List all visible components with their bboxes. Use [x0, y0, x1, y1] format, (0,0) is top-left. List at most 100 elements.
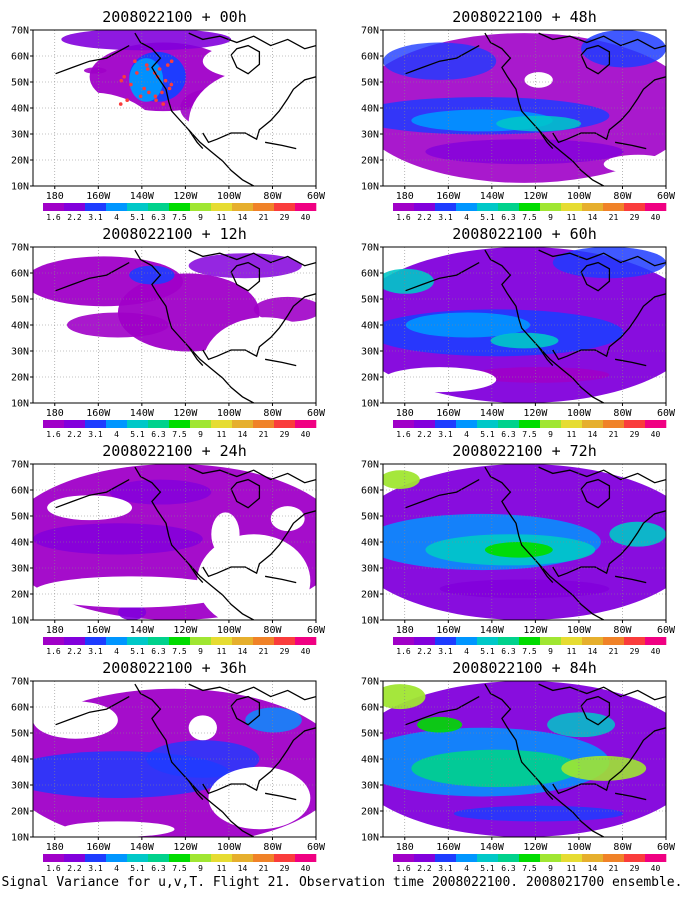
lat-tick-label: 60N	[11, 486, 29, 497]
coastline	[55, 45, 130, 75]
variance-contour	[411, 749, 582, 788]
lon-tick-label: 180	[46, 842, 64, 853]
variance-contour	[425, 139, 624, 165]
lat-tick-label: 60N	[361, 52, 379, 63]
colorbar-swatch	[498, 854, 520, 862]
colorbar-swatch	[456, 420, 478, 428]
lat-tick-label: 40N	[11, 538, 29, 549]
colorbar-label: 4	[464, 647, 469, 656]
observation-point	[135, 71, 139, 75]
colorbar-swatch	[274, 854, 296, 862]
coastline	[188, 129, 204, 150]
lon-tick-label: 140W	[480, 408, 505, 419]
colorbar-label: 11	[217, 647, 227, 656]
lon-tick-label: 160W	[436, 191, 461, 202]
colorbar-swatch	[85, 854, 107, 862]
variance-contour	[129, 58, 164, 102]
colorbar-label: 5.1	[130, 864, 145, 873]
colorbar-swatch	[624, 637, 646, 645]
coastline	[134, 466, 255, 620]
colorbar-swatch	[477, 854, 499, 862]
lon-tick-label: 180	[396, 842, 414, 853]
panel-title: 2008022100 + 72h	[452, 442, 597, 460]
lon-tick-label: 160W	[436, 625, 461, 636]
colorbar-label: 9	[198, 430, 203, 439]
lon-tick-label: 60W	[307, 842, 326, 853]
colorbar-label: 40	[301, 430, 311, 439]
lat-tick-label: 20N	[361, 156, 379, 167]
colorbar-swatch	[253, 420, 275, 428]
colorbar-swatch	[295, 637, 317, 645]
variance-field	[33, 247, 316, 403]
colorbar-label: 11	[567, 864, 577, 873]
colorbar-label: 7.5	[172, 864, 187, 873]
colorbar-swatch	[456, 854, 478, 862]
colorbar-swatch	[414, 420, 436, 428]
colorbar-label: 11	[217, 213, 227, 222]
colorbar-swatch	[519, 203, 541, 211]
lat-tick-label: 70N	[361, 243, 379, 254]
variance-contour	[416, 716, 463, 733]
colorbar-label: 29	[630, 430, 640, 439]
colorbar-swatch	[190, 637, 212, 645]
panel-title: 2008022100 + 84h	[452, 659, 597, 677]
lat-tick-label: 10N	[361, 182, 379, 193]
colorbar-label: 1.6	[396, 647, 411, 656]
colorbar-swatch	[295, 420, 317, 428]
colorbar-swatch	[169, 854, 191, 862]
lon-tick-label: 80W	[613, 408, 632, 419]
colorbar-swatch	[393, 637, 415, 645]
lon-tick-label: 180	[396, 408, 414, 419]
lon-tick-label: 160W	[436, 408, 461, 419]
colorbar-label: 1.6	[396, 213, 411, 222]
lon-tick-label: 140W	[480, 842, 505, 853]
lat-tick-label: 30N	[361, 130, 379, 141]
colorbar-label: 3.1	[88, 213, 103, 222]
lat-tick-label: 10N	[361, 616, 379, 627]
colorbar-label: 9	[548, 430, 553, 439]
colorbar-swatch	[561, 637, 583, 645]
map-panel: 2008022100 + 72h 10N 20N 30N 40N 50N 60N 70N 180…	[361, 442, 676, 656]
observation-point	[161, 102, 166, 106]
colorbar-swatch	[232, 637, 254, 645]
colorbar-swatch	[645, 203, 667, 211]
colorbar-label: 5.1	[480, 647, 495, 656]
colorbar-swatch	[477, 637, 499, 645]
observation-point	[167, 86, 172, 91]
colorbar-swatch	[64, 637, 86, 645]
coastline	[552, 727, 666, 795]
coastline	[134, 249, 255, 403]
colorbar-label: 4	[464, 864, 469, 873]
colorbar-swatch	[190, 420, 212, 428]
variance-contour	[188, 253, 302, 279]
colorbar-swatch	[498, 420, 520, 428]
colorbar-swatch	[127, 203, 149, 211]
lon-tick-label: 160W	[86, 625, 111, 636]
colorbar-swatch	[603, 420, 625, 428]
lat-tick-label: 40N	[11, 755, 29, 766]
coastline	[538, 563, 554, 584]
lon-tick-label: 60W	[657, 408, 676, 419]
lat-tick-label: 40N	[361, 755, 379, 766]
lon-tick-label: 140W	[130, 408, 155, 419]
colorbar-label: 5.1	[480, 213, 495, 222]
colorbar-swatch	[561, 203, 583, 211]
lat-tick-label: 60N	[361, 269, 379, 280]
lat-tick-label: 50N	[361, 729, 379, 740]
coastline	[134, 683, 255, 837]
colorbar-label: 11	[567, 213, 577, 222]
colorbar-label: 40	[301, 213, 311, 222]
colorbar-swatch	[393, 420, 415, 428]
panel-title: 2008022100 + 00h	[102, 8, 247, 26]
coastline	[484, 249, 605, 403]
lat-tick-label: 50N	[11, 729, 29, 740]
variance-contour	[490, 332, 559, 349]
coastline	[202, 293, 316, 361]
coastline	[264, 575, 297, 584]
colorbar-label: 6.3	[501, 430, 516, 439]
low-variance-area	[202, 317, 316, 403]
panel-title: 2008022100 + 12h	[102, 225, 247, 243]
panel-title: 2008022100 + 36h	[102, 659, 247, 677]
colorbar-swatch	[414, 854, 436, 862]
colorbar-label: 29	[630, 864, 640, 873]
